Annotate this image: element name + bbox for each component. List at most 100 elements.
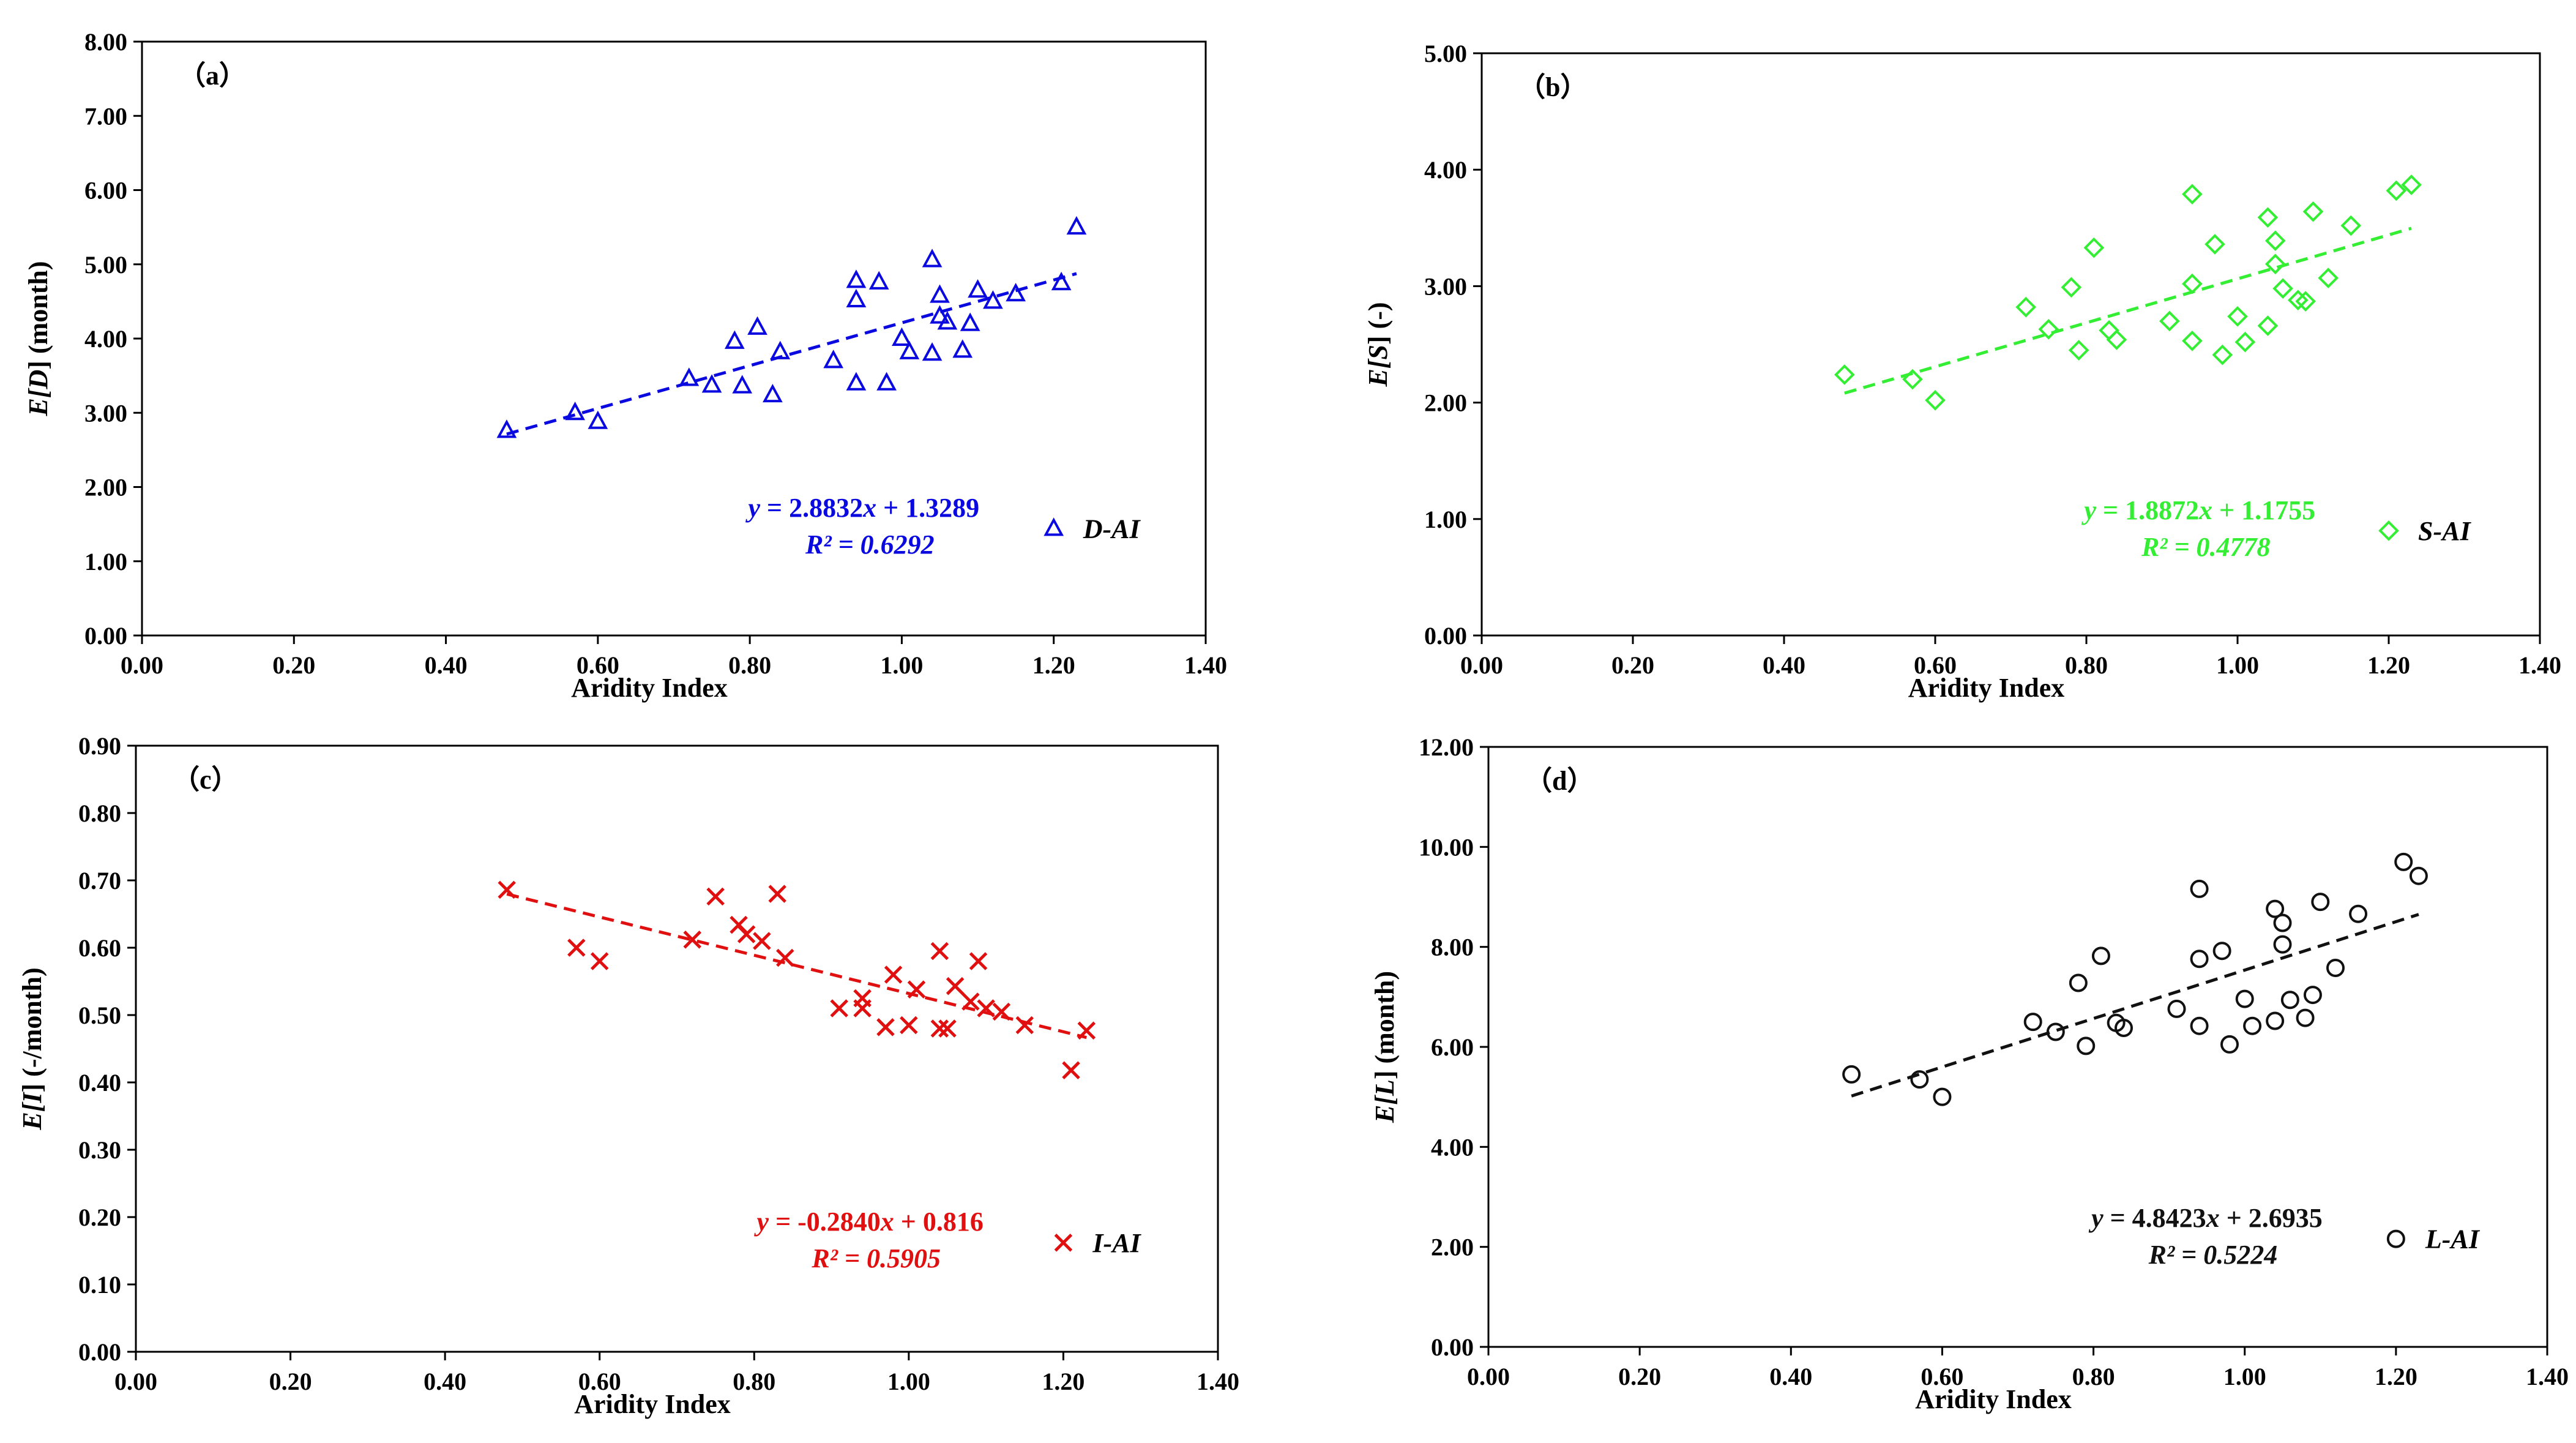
y-tick-label: 0.40 bbox=[78, 1069, 121, 1096]
data-point bbox=[969, 952, 988, 970]
data-point bbox=[2227, 306, 2248, 327]
x-tick-label: 0.00 bbox=[121, 651, 163, 679]
data-point bbox=[768, 885, 786, 903]
y-tick-label: 10.00 bbox=[1419, 833, 1474, 861]
legend-marker bbox=[1054, 1234, 1073, 1252]
data-point bbox=[2318, 268, 2339, 288]
data-point bbox=[946, 976, 965, 995]
data-point bbox=[907, 980, 926, 999]
legend-label: S-AI bbox=[2418, 516, 2471, 546]
x-tick-label: 0.20 bbox=[272, 651, 315, 679]
data-point bbox=[2190, 950, 2209, 969]
data-point bbox=[776, 948, 794, 967]
legend-label: L-AI bbox=[2425, 1224, 2481, 1254]
data-point bbox=[732, 375, 753, 394]
data-point bbox=[2386, 180, 2407, 201]
data-point bbox=[2257, 315, 2279, 336]
x-tick-label: 1.40 bbox=[2518, 651, 2561, 679]
data-point bbox=[2205, 234, 2225, 255]
r-squared: R² = 0.5905 bbox=[811, 1243, 941, 1273]
data-point bbox=[2182, 273, 2203, 294]
x-tick-label: 1.40 bbox=[1184, 651, 1227, 679]
data-point bbox=[930, 284, 950, 303]
data-point bbox=[2167, 999, 2186, 1018]
data-point bbox=[2091, 946, 2110, 965]
data-point bbox=[1006, 283, 1026, 302]
x-tick-label: 1.00 bbox=[887, 1368, 930, 1395]
y-tick-label: 5.00 bbox=[84, 251, 127, 279]
chart-panel-b: 0.00 0.20 0.40 0.60 0.80 1.00 1.20 1.40 0.00 1.00… bbox=[1363, 40, 2561, 703]
data-point bbox=[2015, 296, 2037, 318]
y-tick-label: 0.00 bbox=[1424, 622, 1467, 650]
data-point bbox=[2280, 991, 2299, 1010]
y-tick-label: 0.30 bbox=[78, 1136, 121, 1164]
x-tick-label: 0.60 bbox=[1921, 1363, 1963, 1390]
data-point bbox=[2235, 989, 2254, 1008]
data-point bbox=[930, 305, 950, 324]
legend-marker bbox=[2386, 1229, 2405, 1248]
x-axis-label: Aridity Index bbox=[571, 673, 727, 703]
x-tick-label: 0.40 bbox=[424, 1368, 466, 1395]
data-point bbox=[960, 312, 980, 331]
x-tick-label: 0.00 bbox=[1467, 1363, 1510, 1390]
legend-label: I-AI bbox=[1092, 1228, 1141, 1258]
x-tick-label: 0.40 bbox=[425, 651, 468, 679]
data-point bbox=[1062, 1061, 1080, 1079]
y-tick-label: 4.00 bbox=[1431, 1133, 1474, 1161]
data-point bbox=[1015, 1016, 1034, 1035]
y-tick-label: 6.00 bbox=[84, 177, 127, 204]
data-point bbox=[930, 1019, 949, 1038]
x-tick-label: 1.40 bbox=[2526, 1363, 2569, 1390]
data-point bbox=[747, 316, 767, 335]
data-point bbox=[2115, 1018, 2133, 1037]
r-squared: R² = 0.4778 bbox=[2141, 532, 2271, 562]
data-point bbox=[968, 279, 988, 298]
x-tick-label: 1.20 bbox=[2375, 1363, 2417, 1390]
data-point bbox=[846, 288, 867, 307]
y-tick-label: 2.00 bbox=[1431, 1234, 1474, 1261]
data-point bbox=[724, 330, 745, 349]
y-axis-label: E[L] (month) bbox=[1370, 971, 1400, 1123]
data-point bbox=[763, 383, 783, 403]
data-point bbox=[2272, 278, 2293, 299]
data-point bbox=[1933, 1087, 1952, 1106]
data-point bbox=[496, 419, 517, 438]
panel-label: （a） bbox=[179, 61, 246, 91]
legend-marker bbox=[1043, 517, 1064, 536]
data-point bbox=[900, 1016, 918, 1035]
data-point bbox=[2296, 1008, 2315, 1027]
plot-frame bbox=[135, 744, 1219, 1353]
trend-equation: y = 2.8832x + 1.3289 bbox=[745, 493, 980, 523]
data-point bbox=[961, 992, 980, 1011]
data-point bbox=[830, 999, 848, 1018]
trendline bbox=[1851, 913, 2419, 1098]
y-tick-label: 5.00 bbox=[1424, 40, 1467, 67]
chart-panel-d: 0.00 0.20 0.40 0.60 0.80 1.00 1.20 1.40 0.00 2.00… bbox=[1370, 733, 2569, 1414]
data-point bbox=[2234, 331, 2256, 353]
data-point bbox=[853, 989, 872, 1008]
data-point bbox=[2220, 1035, 2239, 1054]
data-point bbox=[2243, 1016, 2262, 1035]
x-tick-label: 0.40 bbox=[1763, 651, 1805, 679]
data-point bbox=[2349, 904, 2368, 923]
data-point bbox=[588, 410, 608, 429]
chart-panel-a: 0.00 0.20 0.40 0.60 0.80 1.00 1.20 1.40 0.00 1.00… bbox=[23, 28, 1227, 703]
data-point bbox=[2212, 344, 2233, 365]
data-point bbox=[2190, 879, 2209, 898]
data-point bbox=[590, 952, 609, 970]
data-point bbox=[1834, 364, 1855, 385]
trendline bbox=[506, 272, 1077, 436]
data-point bbox=[2046, 1022, 2065, 1041]
x-tick-label: 0.80 bbox=[733, 1368, 775, 1395]
trend-equation: y = 1.8872x + 1.1755 bbox=[2081, 495, 2315, 525]
data-point bbox=[2311, 893, 2330, 912]
y-tick-label: 7.00 bbox=[84, 102, 127, 130]
x-tick-label: 0.80 bbox=[2072, 1363, 2115, 1390]
y-tick-label: 4.00 bbox=[1424, 156, 1467, 184]
data-point bbox=[770, 340, 791, 359]
data-point bbox=[2303, 986, 2322, 1005]
r-squared: R² = 0.5224 bbox=[2148, 1240, 2278, 1270]
data-point bbox=[2038, 318, 2059, 340]
data-point bbox=[2257, 207, 2279, 228]
